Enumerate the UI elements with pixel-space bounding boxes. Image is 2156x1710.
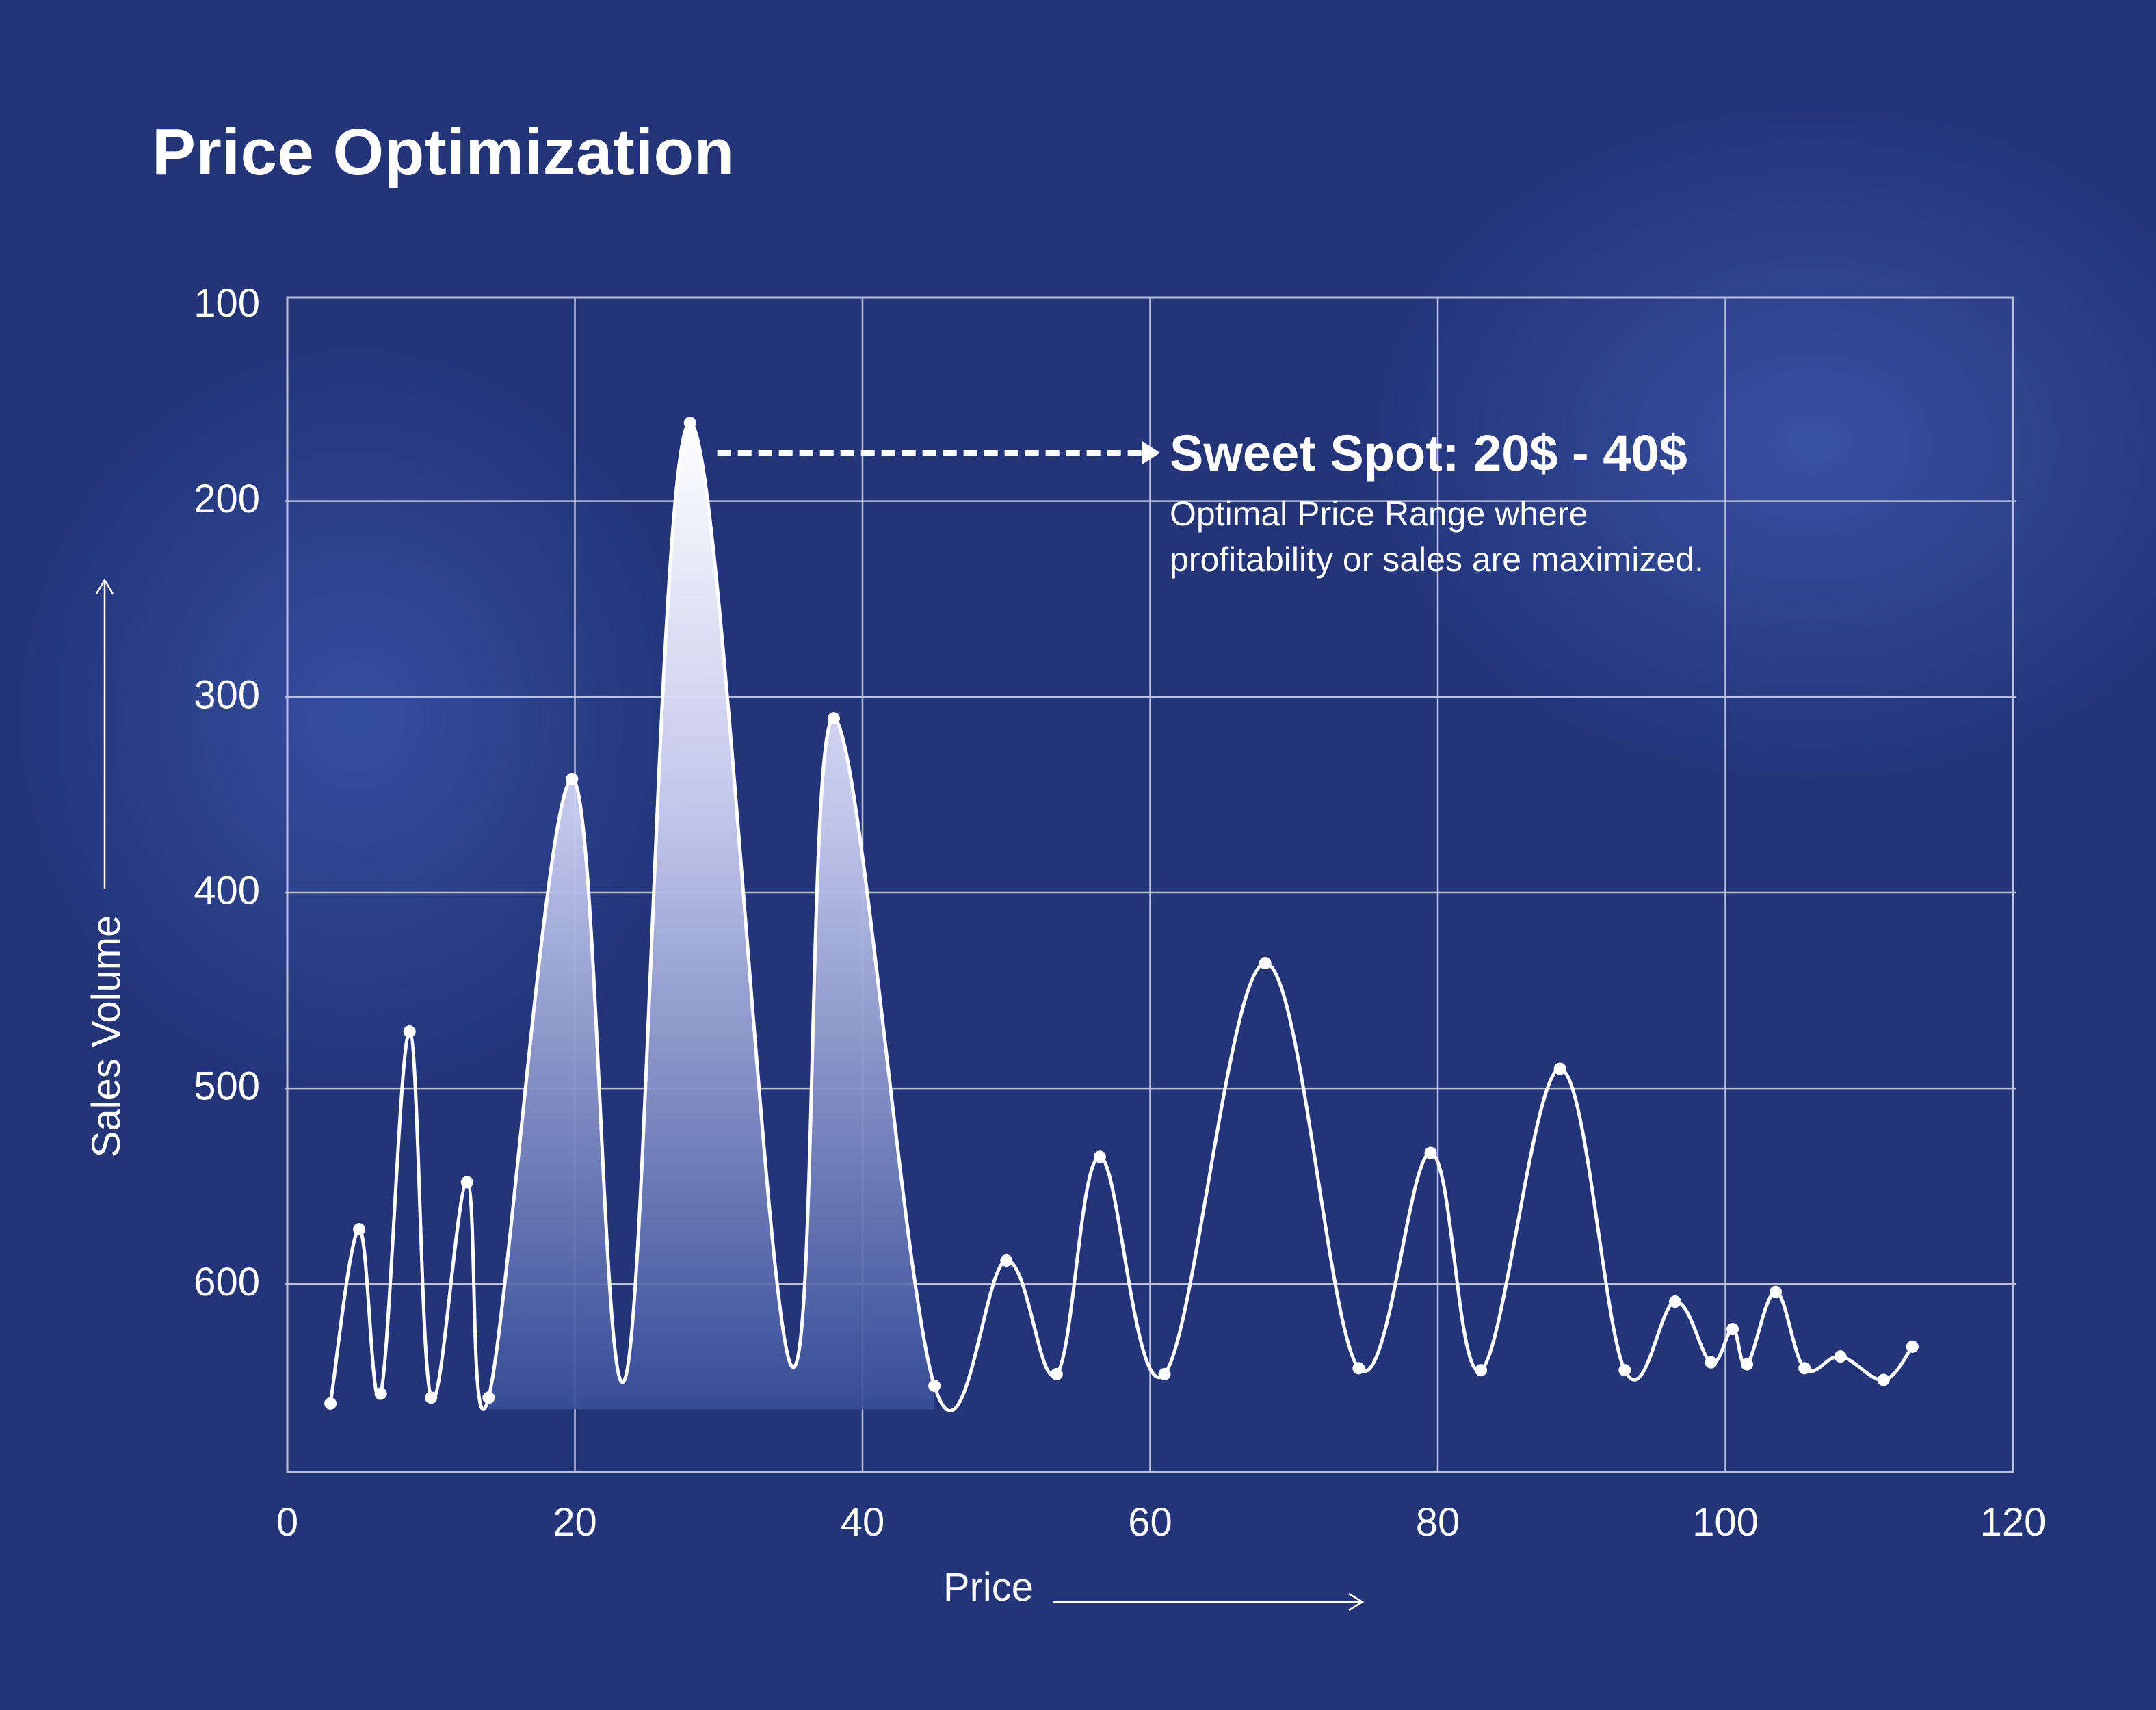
data-points-group [324,417,1919,1410]
data-point [683,417,696,430]
y-tick-label: 500 [194,1064,260,1109]
x-tick-label: 120 [1980,1500,2047,1544]
x-axis-arrow [1053,1592,1365,1612]
data-point [1705,1356,1718,1369]
x-tick-label: 60 [1128,1500,1172,1544]
y-axis-arrow [95,578,114,889]
data-point [1798,1362,1811,1375]
data-point [1668,1295,1681,1308]
data-point [1877,1373,1890,1386]
y-tick-label: 300 [194,672,260,717]
highlight-area-group [488,423,935,1410]
data-point [482,1391,495,1404]
data-point [403,1025,416,1038]
y-axis-label: Sales Volume [84,915,129,1158]
data-point [1259,956,1272,969]
annotation-text-line-2: profitability or sales are maximized. [1170,540,1704,579]
data-point [374,1387,387,1400]
data-point [353,1223,366,1236]
data-point [1906,1340,1919,1353]
data-point [1618,1364,1631,1377]
data-point [1741,1358,1754,1371]
data-point [1553,1062,1566,1075]
annotation-text-line-1: Optimal Price Range where [1170,495,1588,533]
data-point [1726,1323,1739,1336]
data-point [928,1380,941,1393]
data-point [1770,1285,1783,1298]
data-point [1424,1146,1437,1159]
data-point [827,712,840,725]
data-point [1050,1367,1063,1380]
annotation-title: Sweet Spot: 20$ - 40$ [1170,425,1687,482]
x-tick-label: 80 [1416,1500,1460,1544]
y-tick-label: 100 [194,281,260,326]
data-point [1093,1150,1106,1163]
x-axis-label: Price [943,1565,1034,1609]
data-point [566,772,579,785]
tick-labels-group: 0 20 40 60 80 100 120 100 200 300 400 500 600 [194,281,2046,1544]
y-tick-label: 400 [194,869,260,913]
data-point [324,1397,337,1410]
data-point [1000,1254,1013,1267]
x-tick-label: 0 [276,1500,298,1544]
data-point [460,1176,473,1189]
data-point [1475,1364,1488,1377]
data-point [1834,1350,1847,1363]
data-point [1352,1362,1365,1375]
y-tick-label: 200 [194,477,260,521]
x-tick-label: 20 [553,1500,597,1544]
sweet-spot-area [488,423,935,1410]
x-tick-label: 40 [841,1500,885,1544]
y-tick-label: 600 [194,1260,260,1304]
x-tick-label: 100 [1692,1500,1759,1544]
background-glow-right [1368,103,2156,787]
data-point [425,1391,438,1404]
page-title: Price Optimization [152,116,735,189]
annotation-arrow [717,441,1160,464]
data-point [1158,1367,1171,1380]
